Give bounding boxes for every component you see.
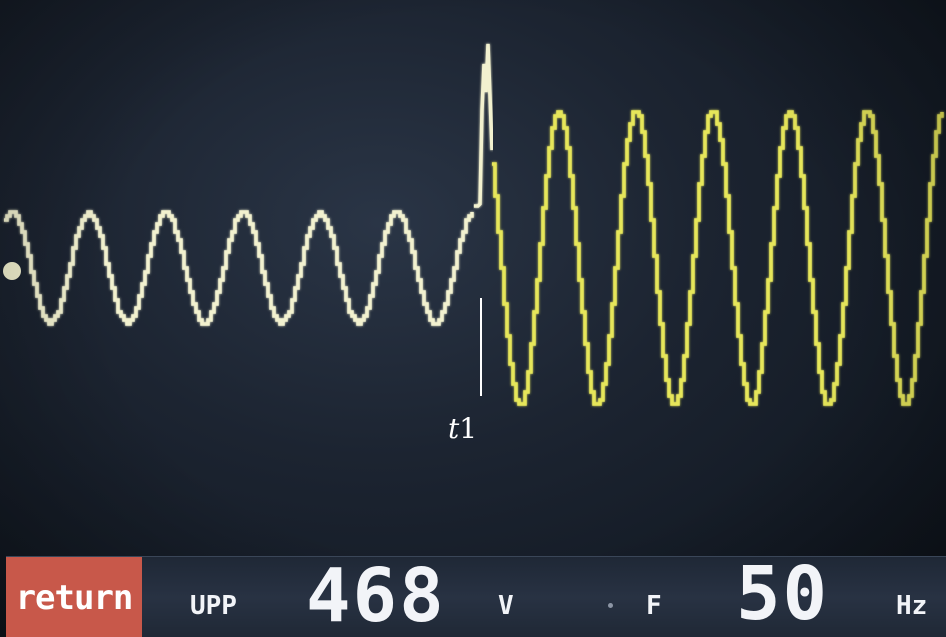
- trigger-marker: [3, 262, 21, 280]
- waveform-trace-before: [4, 210, 474, 326]
- upp-unit: V: [498, 591, 514, 621]
- t1-marker-label: t1: [448, 412, 478, 445]
- upp-value: 468: [306, 553, 446, 637]
- waveform-plot: [3, 43, 944, 406]
- frequency-value: 50: [736, 551, 830, 637]
- status-bar: return UPP 468 V F 50 Hz: [6, 551, 946, 637]
- waveform-spike: [474, 43, 494, 208]
- return-button[interactable]: return: [6, 557, 142, 637]
- frequency-label: F: [646, 591, 662, 621]
- waveform-trace-after: [492, 110, 944, 406]
- frequency-unit: Hz: [896, 591, 928, 621]
- upp-label: UPP: [190, 591, 237, 621]
- separator-dot: [608, 603, 613, 608]
